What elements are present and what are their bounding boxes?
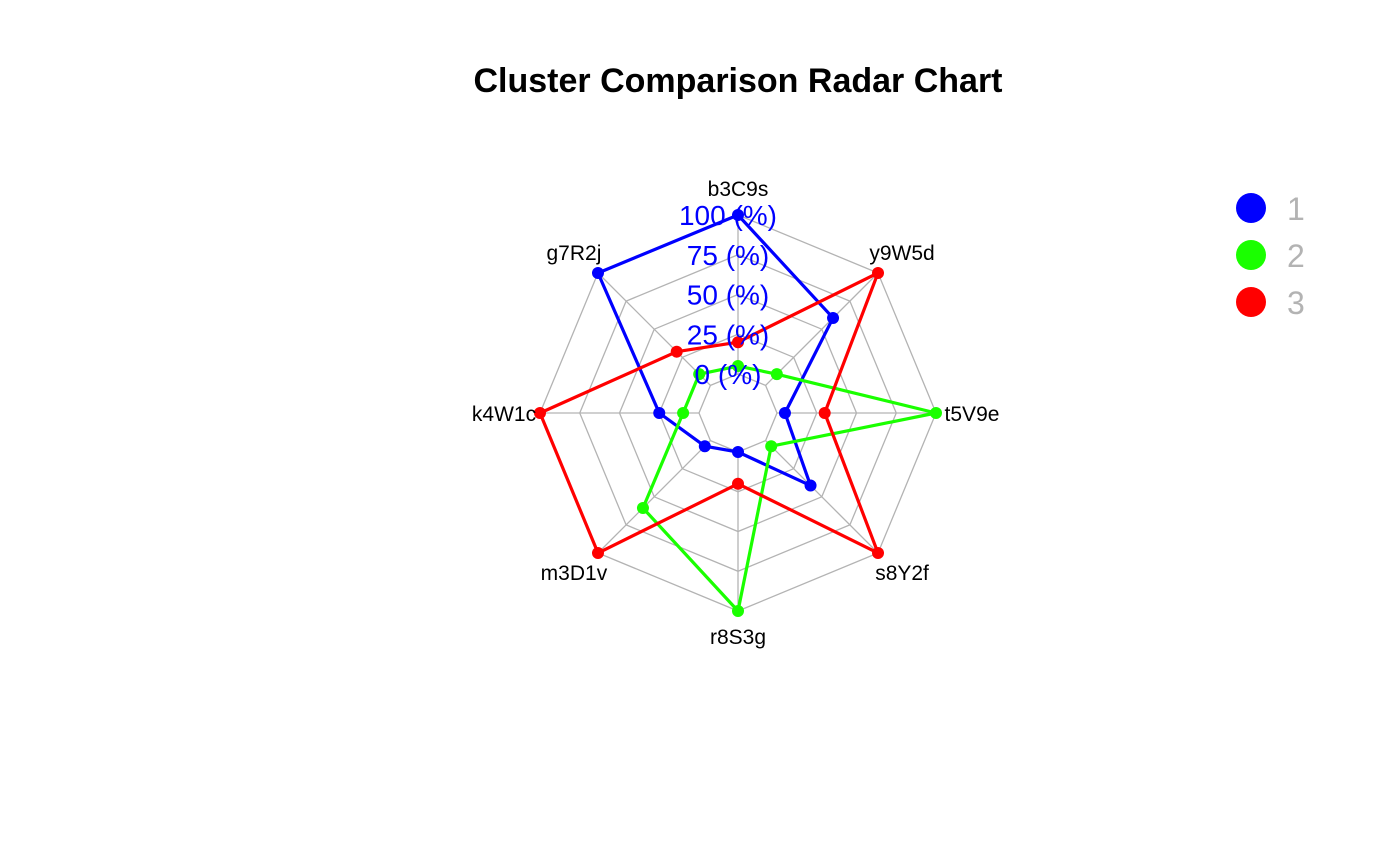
point-1-r8S3g (732, 446, 744, 458)
point-2-s8Y2f (765, 440, 778, 453)
tick-label-25: 25 (%) (687, 319, 769, 350)
series-2 (636, 360, 942, 617)
axis-label-t5V9e: t5V9e (945, 403, 1000, 426)
point-1-k4W1c (653, 407, 666, 419)
axis-label-y9W5d: y9W5d (869, 242, 934, 265)
spoke-s8Y2f (765, 440, 879, 554)
axis-labels: b3C9s y9W5d t5V9e s8Y2f r8S3g m3D1v k4W1c g7R2j (472, 178, 1000, 649)
point-3-t5V9e (818, 407, 831, 419)
axis-label-k4W1c: k4W1c (472, 403, 536, 426)
point-3-k4W1c (534, 407, 546, 419)
point-1-b3C9s (732, 209, 744, 221)
point-2-y9W5d (770, 368, 783, 381)
point-2-b3C9s (732, 360, 744, 373)
legend-marker-2 (1236, 240, 1266, 270)
point-1-m3D1v (698, 440, 711, 453)
point-1-g7R2j (591, 266, 604, 279)
axis-label-s8Y2f: s8Y2f (875, 562, 929, 585)
chart-title: Cluster Comparison Radar Chart (474, 62, 1003, 100)
point-3-y9W5d (872, 266, 885, 279)
tick-labels: 0 (%) 25 (%) 50 (%) 75 (%) 100 (%) (679, 200, 777, 390)
series-1 (591, 209, 840, 492)
point-3-r8S3g (732, 477, 744, 490)
axis-label-r8S3g: r8S3g (710, 626, 766, 649)
legend-item-1: 1 (1236, 191, 1305, 227)
legend: 1 2 3 (1236, 191, 1305, 321)
point-2-t5V9e (930, 407, 942, 419)
spoke-y9W5d (765, 272, 879, 386)
point-2-k4W1c (677, 407, 690, 419)
point-2-m3D1v (636, 502, 649, 515)
point-1-t5V9e (778, 407, 791, 419)
point-2-r8S3g (732, 605, 744, 617)
axis-label-m3D1v: m3D1v (541, 562, 608, 585)
point-2-g7R2j (693, 368, 706, 381)
axis-label-b3C9s: b3C9s (708, 178, 769, 201)
point-3-m3D1v (591, 547, 604, 560)
legend-item-2: 2 (1236, 238, 1305, 274)
tick-label-75: 75 (%) (687, 240, 769, 271)
legend-label-1: 1 (1287, 191, 1305, 227)
point-1-y9W5d (827, 311, 840, 324)
tick-label-0: 0 (%) (695, 359, 762, 390)
point-1-s8Y2f (804, 479, 817, 492)
legend-label-2: 2 (1287, 238, 1305, 274)
spoke-m3D1v (597, 440, 711, 554)
point-3-b3C9s (732, 336, 744, 349)
series-3 (534, 266, 885, 560)
legend-marker-3 (1236, 287, 1266, 317)
legend-label-3: 3 (1287, 285, 1305, 321)
point-3-s8Y2f (872, 547, 885, 560)
legend-item-3: 3 (1236, 285, 1305, 321)
axis-label-g7R2j: g7R2j (547, 242, 602, 265)
legend-marker-1 (1236, 193, 1266, 223)
tick-label-100: 100 (%) (679, 200, 777, 231)
tick-label-50: 50 (%) (687, 280, 769, 311)
point-3-g7R2j (670, 345, 683, 358)
spoke-g7R2j (597, 272, 711, 386)
series-layer (534, 209, 942, 617)
